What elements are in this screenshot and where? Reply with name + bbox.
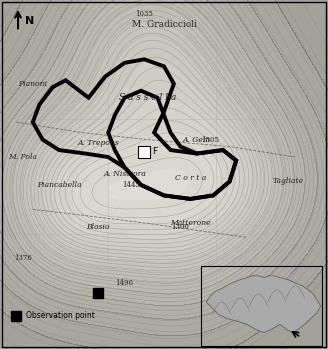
Text: Observation point: Observation point — [26, 311, 95, 320]
Text: A. Trepons: A. Trepons — [77, 139, 119, 147]
Text: C o r t a: C o r t a — [174, 174, 206, 182]
Text: A. Nisciora: A. Nisciora — [103, 171, 146, 178]
Text: 1035: 1035 — [135, 10, 153, 18]
Text: M. Pola: M. Pola — [9, 153, 37, 161]
Text: Blasio: Blasio — [87, 223, 110, 231]
Text: Pianoni: Pianoni — [18, 80, 47, 88]
Text: S a s s e l l a: S a s s e l l a — [119, 93, 176, 102]
Text: Tagliate: Tagliate — [273, 178, 304, 185]
Polygon shape — [206, 275, 321, 333]
Text: 1490: 1490 — [116, 279, 133, 287]
Text: 1505: 1505 — [201, 136, 219, 143]
Text: M. Gradiccioli: M. Gradiccioli — [132, 20, 196, 29]
Text: 1376: 1376 — [14, 254, 32, 262]
Text: A. Gem: A. Gem — [183, 136, 211, 143]
Text: Piancabella: Piancabella — [37, 181, 81, 189]
Text: F: F — [153, 147, 158, 156]
Text: Matterone: Matterone — [170, 220, 211, 227]
Text: 1445: 1445 — [122, 181, 140, 189]
Text: 1300: 1300 — [172, 223, 189, 231]
Text: N: N — [25, 16, 34, 26]
